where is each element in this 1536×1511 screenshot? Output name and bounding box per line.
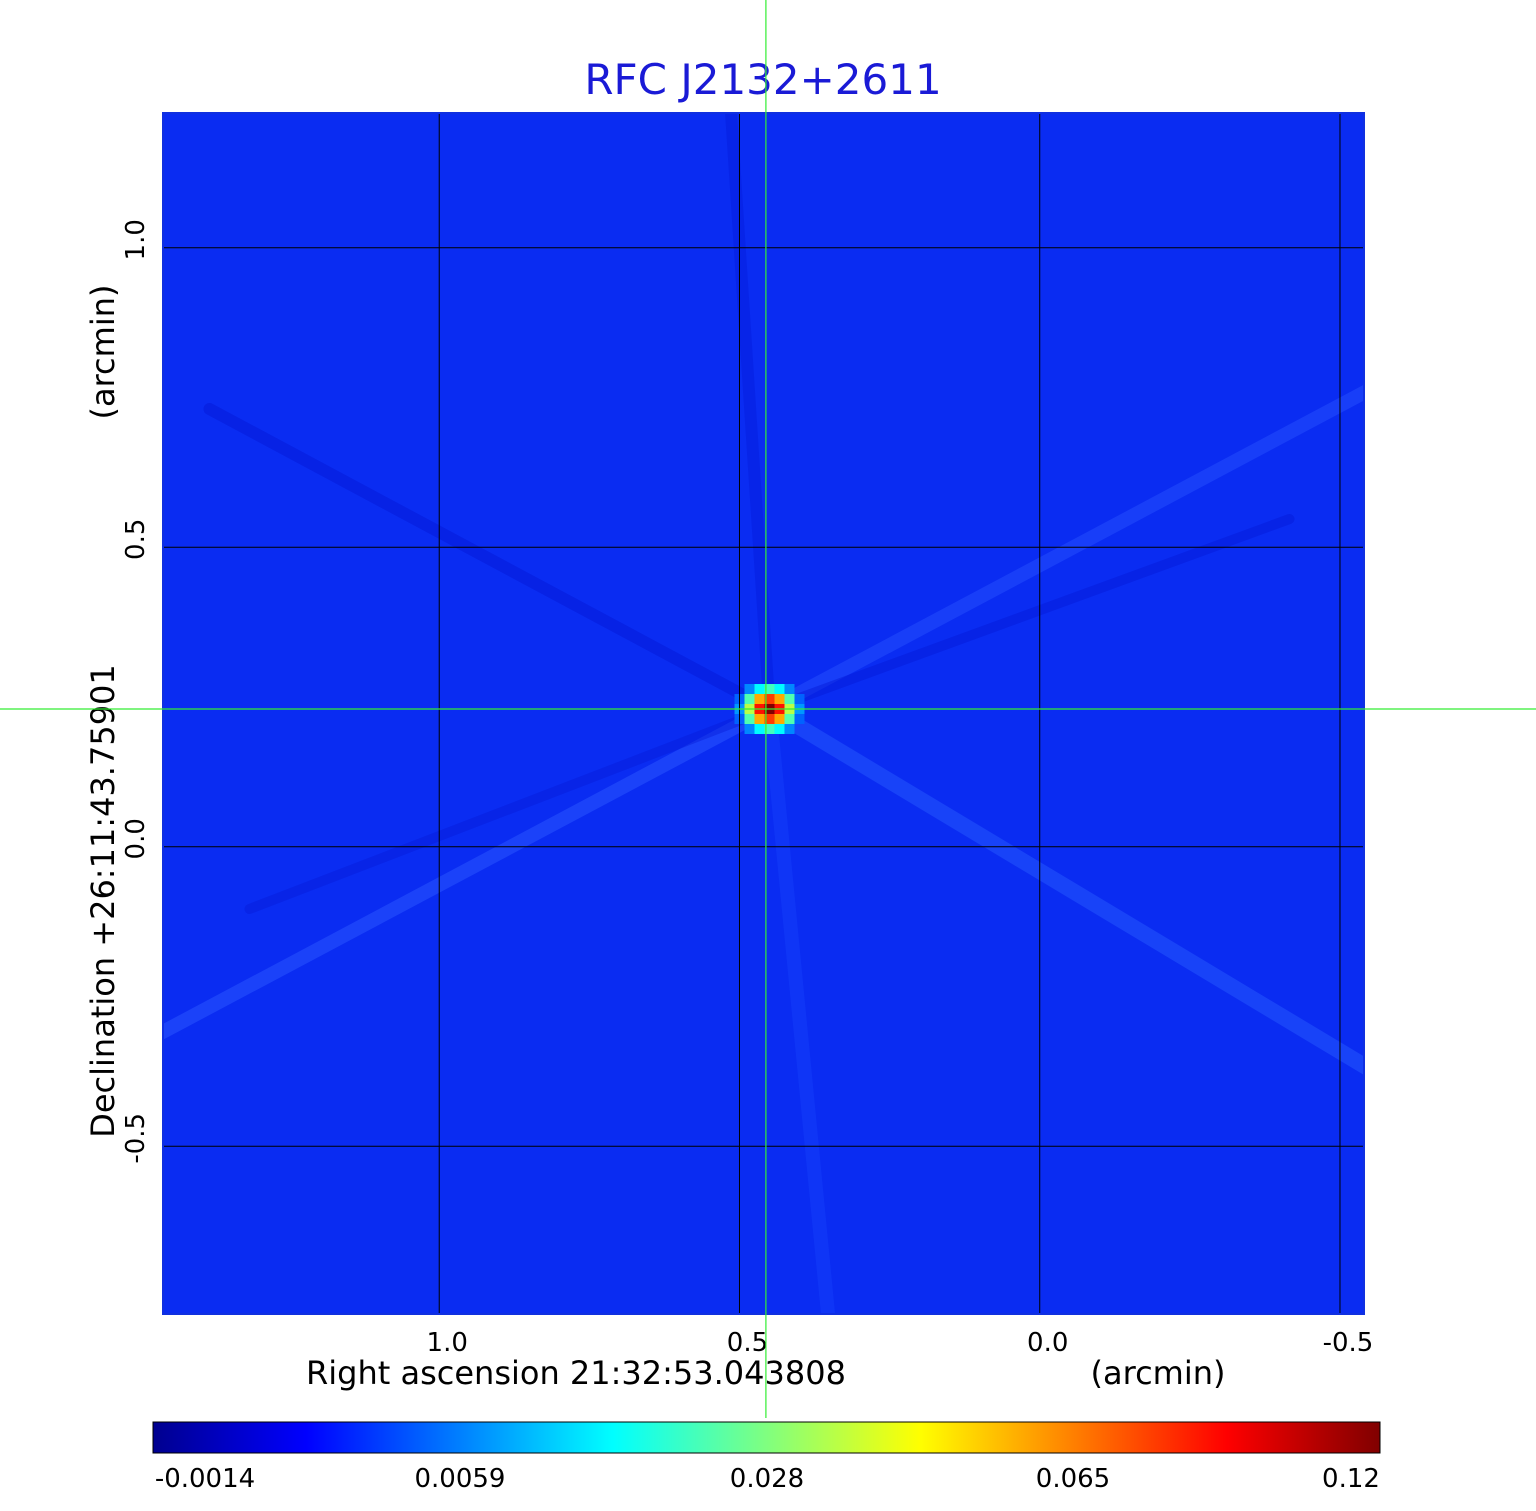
source-pixel xyxy=(784,714,795,725)
plot-frame xyxy=(162,112,1365,1315)
source-pixel xyxy=(754,714,765,725)
source-pixel xyxy=(774,694,785,705)
crosshair xyxy=(0,0,1536,1418)
y-tick-label: 0.0 xyxy=(121,818,151,859)
x-tick-label: 0.5 xyxy=(727,1328,768,1358)
grid-lines xyxy=(163,113,1364,1314)
plot-area xyxy=(163,113,1364,1314)
y-axis-label: Declination +26:11:43.75901 xyxy=(84,664,122,1138)
sidelobe-streak xyxy=(762,384,1364,717)
x-tick-labels: 1.0 0.5 0.0 -0.5 xyxy=(427,1328,1374,1358)
y-tick-label: 0.5 xyxy=(121,519,151,560)
source-pixel xyxy=(764,694,775,705)
chart-title: RFC J2132+2611 xyxy=(584,55,941,104)
colorbar-tick-label: 0.028 xyxy=(730,1464,804,1494)
sidelobe-streak xyxy=(244,704,775,915)
sidelobe-streak xyxy=(203,403,776,716)
source-pixel xyxy=(744,724,755,735)
source-pixel xyxy=(794,714,805,725)
source-pixel xyxy=(784,694,795,705)
y-tick-label: 1.0 xyxy=(121,219,151,260)
sidelobe-streak xyxy=(761,701,1364,1076)
source-pixel xyxy=(774,724,785,735)
sidelobe-streak xyxy=(163,702,777,1040)
source-pixel xyxy=(784,724,795,735)
source-pixel xyxy=(764,684,775,695)
source-pixel xyxy=(784,684,795,695)
source-pixel xyxy=(794,694,805,705)
y-axis-unit: (arcmin) xyxy=(84,285,122,420)
x-axis-unit: (arcmin) xyxy=(1091,1354,1226,1392)
sidelobe-streak xyxy=(764,514,1295,715)
y-tick-labels: 1.0 0.5 0.0 -0.5 xyxy=(121,219,151,1164)
source-pixel xyxy=(764,724,775,735)
source-pixel xyxy=(754,724,765,735)
source-pixel xyxy=(744,684,755,695)
colorbar-tick-labels: -0.0014 0.0059 0.028 0.065 0.12 xyxy=(155,1464,1380,1494)
x-axis-label: Right ascension 21:32:53.043808 xyxy=(306,1354,846,1392)
colorbar: -0.0014 0.0059 0.028 0.065 0.12 xyxy=(152,1421,1381,1494)
source-pixel xyxy=(754,694,765,705)
source-pixel xyxy=(744,714,755,725)
colorbar-tick-label: 0.0059 xyxy=(415,1464,506,1494)
sidelobe-streak xyxy=(762,702,836,1314)
sidelobe-streaks xyxy=(163,113,1364,1314)
colorbar-tick-label: 0.12 xyxy=(1322,1464,1380,1494)
source-pixel xyxy=(754,684,765,695)
source-pixel xyxy=(774,684,785,695)
y-tick-label: -0.5 xyxy=(121,1113,151,1164)
colorbar-tick-label: -0.0014 xyxy=(155,1464,255,1494)
colorbar-gradient xyxy=(152,1421,1381,1454)
colorbar-tick-label: 0.065 xyxy=(1036,1464,1110,1494)
source-pixel xyxy=(744,694,755,705)
x-tick-label: -0.5 xyxy=(1323,1328,1374,1358)
source-pixel xyxy=(764,714,775,725)
x-tick-label: 1.0 xyxy=(427,1328,468,1358)
source-pixel xyxy=(774,714,785,725)
x-tick-label: 0.0 xyxy=(1027,1328,1068,1358)
sidelobe-streak xyxy=(725,113,776,716)
